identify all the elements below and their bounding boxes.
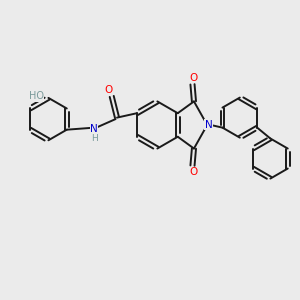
Text: N: N [205, 120, 213, 130]
Text: O: O [189, 73, 197, 83]
Text: O: O [105, 85, 113, 95]
Text: HO: HO [28, 92, 44, 101]
Text: O: O [189, 167, 197, 177]
Text: H: H [91, 134, 98, 143]
Text: N: N [90, 124, 98, 134]
